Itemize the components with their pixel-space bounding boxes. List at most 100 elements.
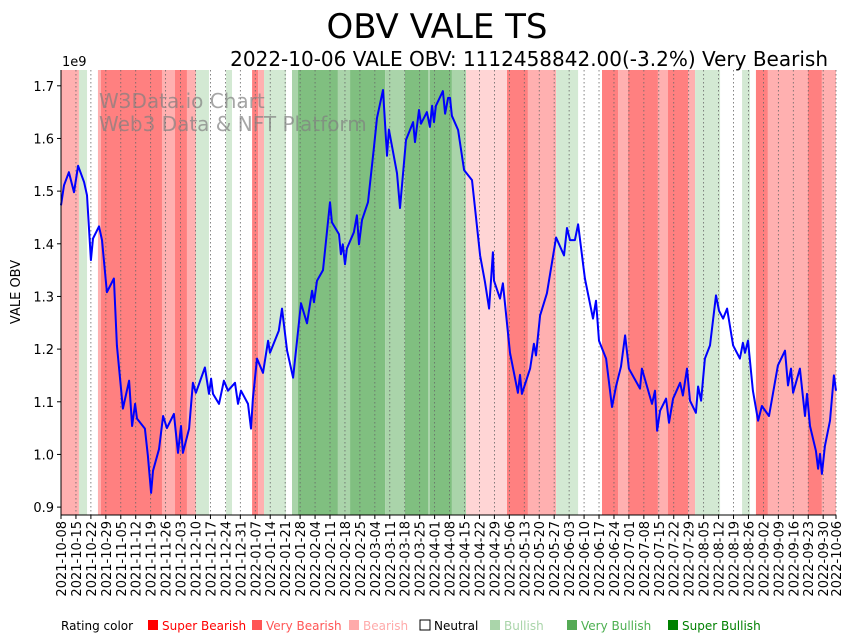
rating-band-bearish — [657, 70, 668, 515]
rating-band-bearish — [186, 70, 196, 515]
x-tick-label: 2022-02-04 — [309, 521, 324, 597]
legend: Rating color Super Bearish Very Bearish Bea… — [61, 619, 761, 633]
x-tick-label: 2022-01-14 — [264, 521, 279, 597]
legend-label: Neutral — [434, 619, 478, 633]
x-tick-label: 2022-06-24 — [608, 521, 623, 597]
x-tick-label: 2021-11-26 — [160, 521, 175, 597]
x-tick-label: 2022-05-27 — [548, 521, 563, 597]
x-tick-label: 2022-07-29 — [683, 521, 698, 597]
rating-band-bullish — [195, 70, 209, 515]
x-tick-label: 2021-10-15 — [70, 521, 85, 597]
legend-swatch — [490, 620, 500, 630]
x-tick-label: 2022-02-11 — [324, 521, 339, 597]
x-tick-label: 2022-08-26 — [742, 521, 757, 597]
rating-band-bullish — [78, 70, 88, 515]
x-tick-label: 2022-08-05 — [698, 521, 713, 597]
watermark-line-1: W3Data.io Chart — [99, 89, 265, 113]
y-tick-label: 1.5 — [33, 185, 54, 200]
rating-band-very-bearish — [506, 70, 528, 515]
x-tick-label: 2021-12-10 — [190, 521, 205, 597]
x-tick-label: 2021-12-03 — [175, 521, 190, 597]
y-tick-label: 1.6 — [33, 132, 54, 147]
legend-label: Bullish — [504, 619, 544, 633]
chart-title: OBV VALE TS — [326, 7, 547, 47]
x-tick-label: 2022-04-22 — [473, 521, 488, 597]
x-tick-label: 2022-01-28 — [294, 521, 309, 597]
x-tick-label: 2021-10-29 — [100, 521, 115, 597]
x-tick-label: 2022-06-10 — [578, 521, 593, 597]
rating-band-very-bullish — [350, 70, 386, 515]
x-tick-label: 2021-10-08 — [55, 521, 70, 597]
y-tick-label: 1.7 — [33, 80, 54, 95]
legend-label: Super Bearish — [162, 619, 246, 633]
rating-band-bearish — [466, 70, 493, 515]
x-tick-label: 2021-11-12 — [130, 521, 145, 597]
chart-subtitle: 2022-10-06 VALE OBV: 1112458842.00(-3.2%… — [230, 47, 828, 71]
rating-band-bullish — [742, 70, 750, 515]
rating-band-very-bearish — [808, 70, 822, 515]
x-tick-label: 2022-01-21 — [279, 521, 294, 597]
rating-band-bearish — [97, 70, 101, 515]
rating-band-very-bullish — [429, 70, 452, 515]
legend-swatch — [252, 620, 262, 630]
x-tick-label: 2022-05-13 — [518, 521, 533, 597]
x-tick-label: 2022-08-19 — [728, 521, 743, 597]
y-tick-label: 1.0 — [33, 448, 54, 463]
legend-swatch — [567, 620, 577, 630]
rating-band-bullish — [556, 70, 579, 515]
rating-band-very-bearish — [667, 70, 689, 515]
x-tick-label: 2022-05-20 — [533, 521, 548, 597]
rating-band-very-bearish — [175, 70, 187, 515]
x-tick-label: 2022-08-12 — [713, 521, 728, 597]
legend-label: Very Bullish — [581, 619, 651, 633]
rating-band-very-bearish — [628, 70, 658, 515]
y-tick-label: 1.1 — [33, 396, 54, 411]
rating-band-very-bullish — [404, 70, 429, 515]
rating-band-bullish — [451, 70, 467, 515]
x-tick-label: 2022-02-18 — [339, 521, 354, 597]
obv-series-line — [60, 89, 837, 494]
watermark-line-2: Web3 Data & NFT Platform — [99, 112, 367, 136]
y-tick-label: 1.2 — [33, 343, 54, 358]
rating-band-bearish — [258, 70, 265, 515]
x-tick-label: 2022-09-16 — [787, 521, 802, 597]
rating-band-bearish — [821, 70, 836, 515]
rating-band-very-bearish — [755, 70, 768, 515]
x-tick-label: 2022-07-15 — [653, 521, 668, 597]
x-tick-label: 2022-06-17 — [593, 521, 608, 597]
rating-band-bullish — [226, 70, 233, 515]
rating-band-bearish — [161, 70, 176, 515]
x-tick-label: 2022-10-06 — [830, 521, 845, 597]
rating-band-bearish — [688, 70, 696, 515]
x-tick-label: 2021-11-05 — [115, 521, 130, 597]
rating-bands — [61, 70, 836, 515]
legend-title: Rating color — [61, 619, 133, 633]
x-tick-label: 2021-10-22 — [85, 521, 100, 597]
rating-band-very-bullish — [297, 70, 338, 515]
x-tick-label: 2022-05-06 — [503, 521, 518, 597]
x-tick-label: 2022-09-02 — [757, 521, 772, 597]
y-scale-label: 1e9 — [62, 55, 87, 70]
x-tick-label: 2022-04-29 — [488, 521, 503, 597]
x-tick-label: 2022-07-08 — [638, 521, 653, 597]
x-tick-label: 2022-09-09 — [772, 521, 787, 597]
legend-swatch — [668, 620, 678, 630]
rating-band-bullish — [385, 70, 405, 515]
legend-swatch — [419, 619, 431, 631]
x-tick-label: 2021-12-31 — [234, 521, 249, 597]
x-tick-label: 2022-07-01 — [623, 521, 638, 597]
rating-band-very-bearish — [252, 70, 259, 515]
legend-swatch — [349, 620, 359, 630]
x-tick-label: 2022-03-04 — [369, 521, 384, 597]
y-axis-label: VALE OBV — [9, 260, 24, 324]
legend-swatch — [148, 620, 158, 630]
rating-band-very-bearish — [100, 70, 162, 515]
x-tick-label: 2021-12-24 — [219, 521, 234, 597]
rating-band-very-bearish — [602, 70, 619, 515]
x-tick-label: 2022-02-25 — [354, 521, 369, 597]
y-tick-label: 0.9 — [33, 501, 54, 516]
x-tick-label: 2021-11-19 — [145, 521, 160, 597]
rating-band-bearish — [527, 70, 557, 515]
legend-label: Bearish — [363, 619, 408, 633]
